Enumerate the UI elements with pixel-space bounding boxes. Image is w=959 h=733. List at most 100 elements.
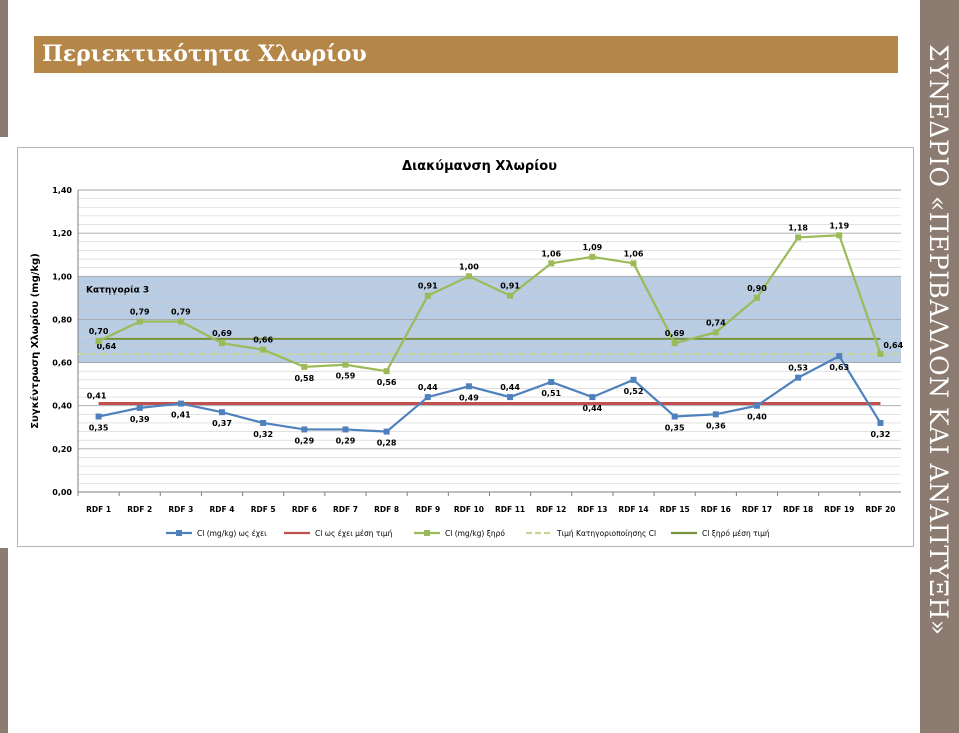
series-2-data-label: 0,74 <box>706 318 726 327</box>
legend-label-4: Cl ξηρό μέση τιμή <box>702 529 770 538</box>
x-tick-label: RDF 2 <box>127 505 152 514</box>
series-2-point <box>342 361 349 368</box>
chart-frame: Διακύμανση Χλωρίου Κατηγορία 3 0,00 0,20 0,4… <box>17 147 914 547</box>
series-2-data-label: 0,70 <box>89 327 109 336</box>
x-tick-label: RDF 3 <box>168 505 193 514</box>
x-tick-label: RDF 10 <box>454 505 484 514</box>
series-0-point <box>301 426 308 433</box>
series-0-point <box>753 402 760 409</box>
series-2-data-label: 0,64 <box>883 341 903 350</box>
series-2-point <box>219 340 226 347</box>
series-2-data-label: 0,59 <box>336 372 356 381</box>
series-2-data-label: 0,79 <box>171 308 191 317</box>
y-tick-label: 1,40 <box>52 186 72 195</box>
series-0-point <box>507 394 514 401</box>
series-0-data-label: 0,36 <box>706 421 726 430</box>
series-0-point <box>177 400 184 407</box>
series-0-point <box>671 413 678 420</box>
series-0-point <box>630 376 637 383</box>
x-tick-label: RDF 17 <box>742 505 772 514</box>
series-2-data-label: 0,69 <box>212 329 232 338</box>
series-2-point <box>589 253 596 260</box>
series-2-point <box>795 234 802 241</box>
series-0-point <box>95 413 102 420</box>
legend-label-2: Cl (mg/kg) ξηρό <box>445 529 505 538</box>
y-axis-label: Συγκέντρωση Χλωρίου (mg/kg) <box>29 253 41 429</box>
series-0-point <box>836 353 843 360</box>
series-3-label: 0,64 <box>97 342 117 351</box>
x-tick-label: RDF 15 <box>660 505 690 514</box>
series-2-point <box>671 340 678 347</box>
series-0-data-label: 0,35 <box>89 424 109 433</box>
series-2-point <box>424 292 431 299</box>
x-tick-label: RDF 9 <box>415 505 440 514</box>
y-tick-label: 0,80 <box>52 315 72 324</box>
x-tick-label: RDF 16 <box>701 505 731 514</box>
series-2-data-label: 0,91 <box>418 282 438 291</box>
y-tick-label: 0,00 <box>52 488 72 497</box>
series-0-data-label: 0,40 <box>747 413 767 422</box>
x-tick-label: RDF 11 <box>495 505 525 514</box>
series-0-point <box>260 419 267 426</box>
series-2-data-label: 1,06 <box>541 249 561 258</box>
series-2-data-label: 0,69 <box>665 329 685 338</box>
series-0-data-label: 0,51 <box>541 389 561 398</box>
series-2-point <box>95 338 102 344</box>
series-2-point <box>301 363 308 370</box>
series-2-point <box>383 368 390 375</box>
series-0-point <box>136 404 143 411</box>
series-0-data-label: 0,28 <box>377 439 397 448</box>
series-0-point <box>795 374 802 381</box>
series-0-data-label: 0,52 <box>624 387 644 396</box>
slide-title: Περιεκτικότητα Χλωρίου <box>42 41 367 67</box>
series-0-point <box>342 426 349 433</box>
legend-label-0: Cl (mg/kg) ως έχει <box>197 529 267 538</box>
series-0-point <box>548 378 555 385</box>
x-tick-label: RDF 8 <box>374 505 399 514</box>
series-0-point <box>465 383 472 390</box>
x-tick-label: RDF 19 <box>824 505 854 514</box>
series-0-data-label: 0,49 <box>459 393 479 402</box>
series-2-point <box>877 350 884 357</box>
series-0-point <box>383 428 390 435</box>
legend-label-1: Cl ως έχει μέση τιμή <box>315 529 393 538</box>
category-band-label: Κατηγορία 3 <box>86 284 149 295</box>
series-0-data-label: 0,32 <box>871 430 891 439</box>
series-2-line <box>98 234 882 373</box>
series-1-label: 0,41 <box>87 392 107 401</box>
series-2-data-label: 1,19 <box>829 221 849 230</box>
x-tick-label: RDF 6 <box>292 505 317 514</box>
series-0-data-label: 0,29 <box>294 436 314 445</box>
series-0-point <box>712 411 719 418</box>
series-0-line <box>98 354 882 433</box>
series-0-data-label: 0,44 <box>583 404 603 413</box>
series-0-data-label: 0,32 <box>253 430 273 439</box>
x-tick-label: RDF 4 <box>210 505 235 514</box>
series-2-point <box>712 329 719 336</box>
series-0-data-label: 0,39 <box>130 415 150 424</box>
x-tick-label: RDF 1 <box>86 505 111 514</box>
x-tick-label: RDF 20 <box>865 505 895 514</box>
series-0-point <box>424 394 431 401</box>
series-0-data-label: 0,44 <box>500 383 520 392</box>
legend-marker-0 <box>176 530 182 536</box>
series-2-point <box>836 232 843 239</box>
y-tick-label: 0,40 <box>52 402 72 411</box>
series-2-point <box>507 292 514 299</box>
chart-title: Διακύμανση Χλωρίου <box>402 159 557 174</box>
y-tick-label: 1,00 <box>52 272 72 281</box>
series-0-data-label: 0,35 <box>665 424 685 433</box>
series-2-data-label: 0,79 <box>130 308 150 317</box>
series-2-point <box>260 346 267 353</box>
series-2-data-label: 0,91 <box>500 282 520 291</box>
series-2-data-label: 0,56 <box>377 378 397 387</box>
series-2-point <box>753 294 760 301</box>
series-2-point <box>136 318 143 325</box>
series-2-data-label: 0,90 <box>747 284 767 293</box>
series-2-point <box>630 260 637 267</box>
series-0-data-label: 0,53 <box>788 364 808 373</box>
x-tick-label: RDF 13 <box>577 505 607 514</box>
left-decor-bar-top <box>0 0 8 137</box>
y-tick-label: 0,60 <box>52 359 72 368</box>
series-2-point <box>465 273 472 280</box>
